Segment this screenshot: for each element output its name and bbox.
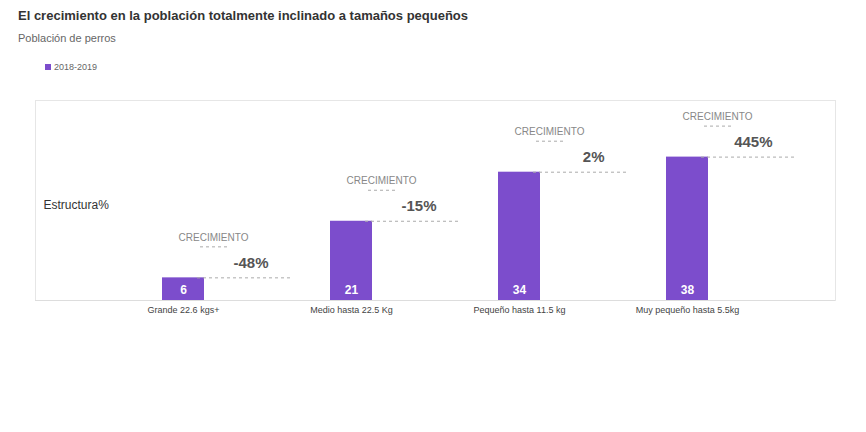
svg-text:38: 38 — [681, 283, 695, 297]
svg-text:Muy pequeño hasta 5.5kg: Muy pequeño hasta 5.5kg — [636, 305, 740, 315]
svg-text:CRECIMIENTO: CRECIMIENTO — [515, 126, 585, 137]
html-text:2018-2019: 2018-2019 — [54, 62, 97, 72]
svg-text:21: 21 — [345, 283, 359, 297]
svg-text:CRECIMIENTO: CRECIMIENTO — [683, 111, 753, 122]
svg-text:34: 34 — [513, 283, 527, 297]
html-text:Población de perros: Población de perros — [18, 32, 116, 44]
svg-text:-15%: -15% — [401, 197, 436, 214]
svg-text:CRECIMIENTO: CRECIMIENTO — [347, 175, 417, 186]
svg-text:Pequeño hasta 11.5 kg: Pequeño hasta 11.5 kg — [474, 305, 566, 315]
svg-text:Medio hasta 22.5 Kg: Medio hasta 22.5 Kg — [310, 305, 393, 315]
svg-text:Estructura%: Estructura% — [44, 198, 110, 212]
svg-text:-48%: -48% — [233, 254, 268, 271]
svg-text:2%: 2% — [583, 148, 605, 165]
html-text:El crecimiento en la población: El crecimiento en la población totalment… — [18, 8, 468, 23]
svg-text:CRECIMIENTO: CRECIMIENTO — [179, 232, 249, 243]
svg-text:445%: 445% — [734, 133, 772, 150]
svg-text:Grande 22.6 kgs+: Grande 22.6 kgs+ — [148, 305, 220, 315]
svg-text:6: 6 — [180, 283, 187, 297]
